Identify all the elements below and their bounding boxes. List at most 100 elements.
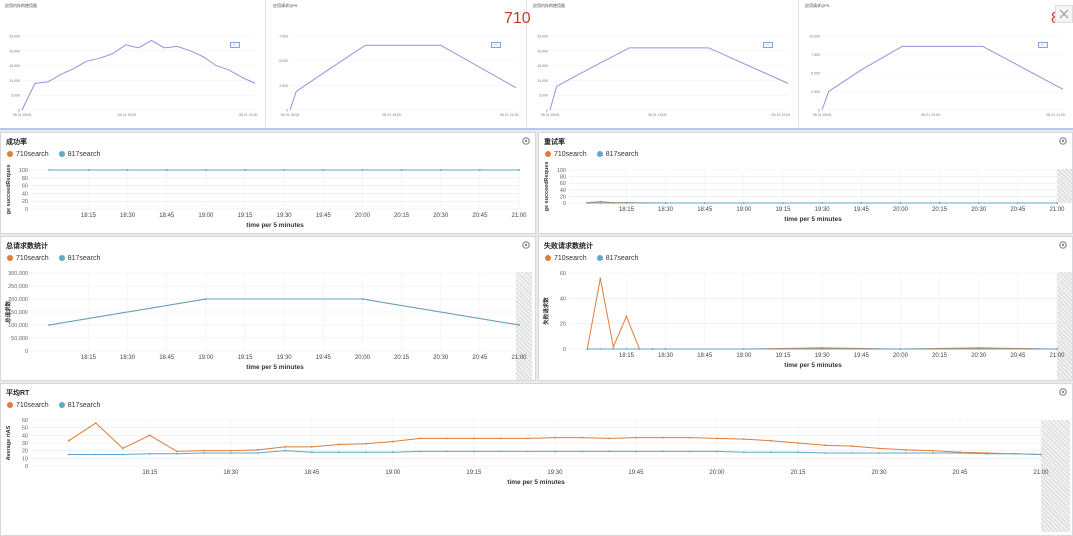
legend-item[interactable]: 710search xyxy=(7,255,49,262)
x-tick-label: 19:00 xyxy=(736,353,752,359)
data-point xyxy=(664,348,667,350)
mini-y-tick: 15,000 xyxy=(9,64,20,68)
x-tick-label: 19:00 xyxy=(736,207,752,213)
mini-action-button[interactable]: ··· xyxy=(1038,42,1048,48)
legend-label: 817search xyxy=(605,255,639,262)
mini-x-tick: 05-21 21:00 xyxy=(1046,113,1065,117)
legend-item[interactable]: 710search xyxy=(7,402,49,409)
x-tick-label: 19:15 xyxy=(466,470,482,476)
x-tick-label: 18:30 xyxy=(658,353,674,359)
data-point xyxy=(625,202,628,204)
data-point xyxy=(499,450,502,453)
y-tick-label: 0 xyxy=(25,464,28,470)
selection-hatch xyxy=(1057,169,1072,203)
data-point xyxy=(612,202,615,204)
y-tick-label: 0 xyxy=(25,349,28,355)
gear-icon[interactable] xyxy=(1058,240,1068,250)
legend-label: 710search xyxy=(16,402,49,409)
legend-label: 817search xyxy=(67,255,101,262)
panel-title: 平均RT xyxy=(6,390,30,397)
panel-title: 成功率 xyxy=(6,139,27,146)
x-tick-label: 19:15 xyxy=(237,213,253,219)
mini-dashboard-title: 应用请求QPS xyxy=(805,3,830,8)
x-tick-label: 20:00 xyxy=(355,355,371,361)
data-point xyxy=(148,452,151,455)
gear-icon[interactable] xyxy=(521,240,531,250)
legend-item[interactable]: 710search xyxy=(545,255,587,262)
legend-item[interactable]: 710search xyxy=(545,151,587,158)
series-line xyxy=(49,298,520,326)
data-point xyxy=(48,169,51,171)
legend-dot-icon xyxy=(58,151,65,158)
x-tick-label: 19:45 xyxy=(316,355,332,361)
y-tick-label: 40 xyxy=(560,296,566,302)
mini-y-tick: 0 xyxy=(546,109,548,113)
selection-hatch xyxy=(1041,420,1070,532)
mini-y-tick: 7,500 xyxy=(811,53,820,57)
panel-title: 总请求数统计 xyxy=(6,243,48,250)
data-point xyxy=(742,202,745,204)
data-point xyxy=(878,452,880,454)
x-tick-label: 18:15 xyxy=(81,213,97,219)
x-tick-label: 20:30 xyxy=(433,355,449,361)
gear-icon[interactable] xyxy=(1058,136,1068,146)
y-tick-label: 30 xyxy=(22,441,28,447)
data-point xyxy=(256,449,259,451)
x-tick-label: 19:30 xyxy=(277,355,293,361)
data-point xyxy=(743,438,745,441)
selection-hatch xyxy=(1057,272,1072,380)
legend-item[interactable]: 710search xyxy=(7,151,49,158)
mini-line-chart: 25,000 20,000 15,000 10,000 5,000 005-21 18:0… xyxy=(9,35,257,118)
mini-x-tick: 05-21 19:00 xyxy=(382,113,401,117)
legend-item[interactable]: 817search xyxy=(58,151,100,158)
data-point xyxy=(87,169,90,171)
x-tick-label: 18:15 xyxy=(619,207,635,213)
legend-item[interactable]: 817search xyxy=(596,151,638,158)
avg-rt-panel: 平均RT 710search 817search 60 50 40 30 20 10 0 18:15… xyxy=(0,383,1073,536)
data-point xyxy=(797,451,799,454)
y-tick-label: 40 xyxy=(22,191,28,197)
y-tick-label: 50 xyxy=(22,426,28,432)
total-requests-panel: 总请求数统计 710search 817search 300,000 250,000 20… xyxy=(0,236,536,381)
y-tick-label: 60 xyxy=(22,418,28,424)
legend-item[interactable]: 817search xyxy=(596,255,639,262)
mini-y-tick: 10,000 xyxy=(809,35,820,39)
legend-label: 710search xyxy=(16,151,49,158)
data-point xyxy=(175,450,178,453)
data-point xyxy=(337,443,340,446)
data-point xyxy=(860,202,863,204)
close-button[interactable] xyxy=(1055,5,1073,23)
mini-dashboard: 应用请求QPS 710 ··· 7,500 5,000 2,500 0 05-21 18:00… xyxy=(268,0,531,127)
x-tick-label: 19:00 xyxy=(385,470,401,476)
mini-action-button[interactable]: ··· xyxy=(491,42,501,48)
mini-action-button[interactable]: ··· xyxy=(763,42,773,48)
data-point xyxy=(742,348,745,350)
data-point xyxy=(899,202,902,204)
data-point xyxy=(608,437,610,440)
legend-item[interactable]: 817search xyxy=(58,255,101,262)
legend-item[interactable]: 817search xyxy=(58,402,100,409)
data-point xyxy=(716,450,718,453)
data-point xyxy=(48,324,51,326)
mini-action-button[interactable]: ··· xyxy=(230,42,240,48)
y-axis-label: Average rtAS xyxy=(6,425,12,460)
data-point xyxy=(743,451,745,454)
line-chart: 60 40 20 0 18:15 18:30 18:45 19:00 19:15 19:30 19:… xyxy=(542,271,1065,369)
x-tick-label: 18:15 xyxy=(619,353,635,359)
mini-y-tick: 20,000 xyxy=(537,49,548,53)
x-tick-label: 18:30 xyxy=(658,207,674,213)
data-point xyxy=(439,169,442,171)
data-point xyxy=(283,449,286,452)
data-point xyxy=(851,445,853,447)
mini-dashboard: 应用内存的使用量 ··· 25,000 20,000 15,000 10,000 5,000… xyxy=(0,0,266,127)
x-tick-label: 20:30 xyxy=(871,470,887,476)
data-point xyxy=(599,277,602,280)
mini-y-tick: 0 xyxy=(286,109,288,113)
mini-y-tick: 5,000 xyxy=(539,94,548,98)
gear-icon[interactable] xyxy=(521,136,531,146)
gear-icon[interactable] xyxy=(1058,387,1068,397)
y-axis-label: ge succeedReques xyxy=(544,162,550,212)
y-axis-label: 失败请求数 xyxy=(542,297,550,325)
data-point xyxy=(1013,452,1015,455)
